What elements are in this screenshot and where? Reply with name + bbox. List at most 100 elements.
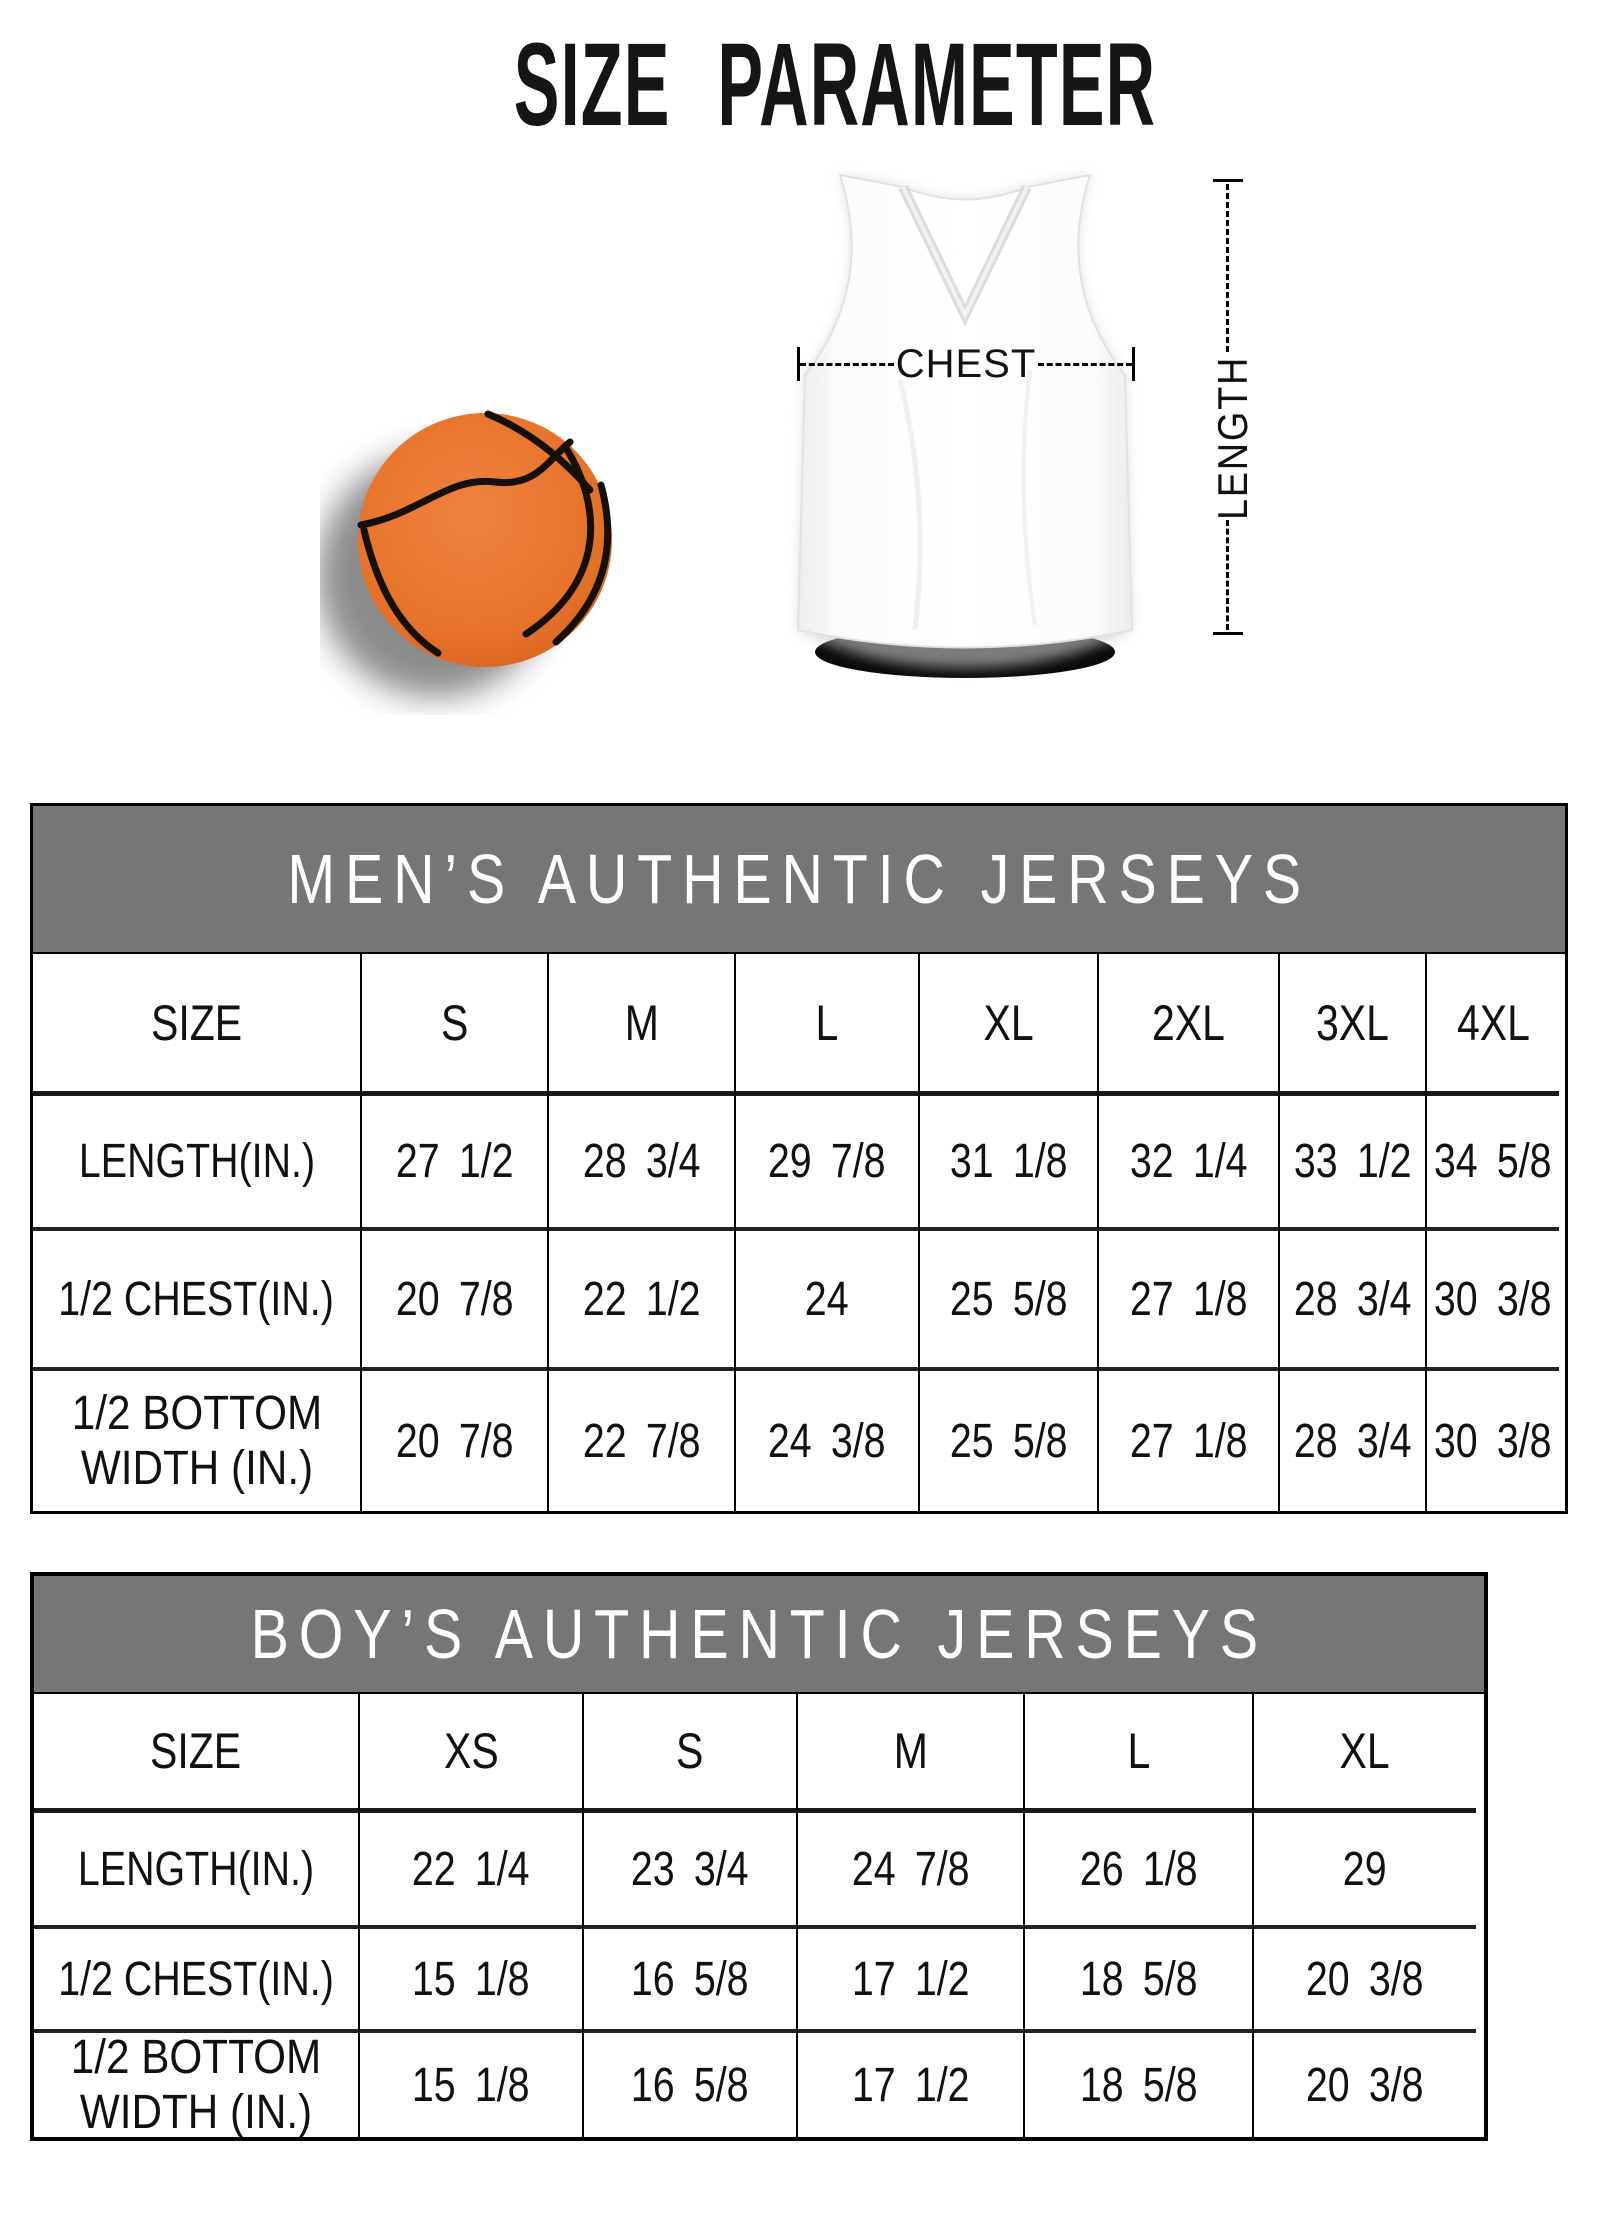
- cell-text: 27 1/8: [1129, 1414, 1248, 1468]
- cell-text: 27 1/8: [1129, 1272, 1248, 1326]
- boys-bottom-l: 18 5/8: [1025, 2033, 1254, 2137]
- chest-measure-line: CHEST: [797, 341, 1136, 386]
- cell-text: 18 5/8: [1079, 1952, 1198, 2006]
- cell-text: 31 1/8: [949, 1135, 1068, 1188]
- mens-col-header-3xl: 3XL: [1280, 954, 1427, 1096]
- cell-text: LENGTH(IN.): [77, 1842, 315, 1896]
- mens-chest-l: 24: [736, 1231, 920, 1371]
- cell-text: 27 1/2: [395, 1135, 514, 1188]
- cell-text: 29 7/8: [768, 1135, 886, 1188]
- mens-length-m: 28 3/4: [549, 1096, 736, 1231]
- cell-text: 20 3/8: [1306, 1952, 1424, 2006]
- cell-text: L: [1127, 1723, 1150, 1779]
- cell-text: 22 7/8: [582, 1414, 701, 1468]
- cell-text: 33 1/2: [1293, 1135, 1412, 1188]
- boys-table-title: BOY’S AUTHENTIC JERSEYS: [250, 1595, 1268, 1673]
- mens-table-grid: SIZE S M L XL 2XL 3XL 4XL LENGTH(IN.) 27…: [33, 954, 1565, 1511]
- boys-col-header-m: M: [798, 1694, 1025, 1813]
- boys-table-grid: SIZE XS S M L XL LENGTH(IN.) 22 1/4 23 3…: [34, 1694, 1484, 2137]
- mens-row-length-label: LENGTH(IN.): [33, 1096, 362, 1231]
- cell-text: 20 7/8: [395, 1272, 514, 1326]
- cell-text: L: [815, 994, 839, 1051]
- cell-text: 28 3/4: [1293, 1272, 1412, 1326]
- cell-text: 28 3/4: [582, 1135, 701, 1188]
- cell-text: 15 1/8: [412, 2058, 530, 2112]
- mens-col-header-l: L: [736, 954, 920, 1096]
- cell-text: 30 3/8: [1434, 1272, 1552, 1326]
- mens-length-s: 27 1/2: [362, 1096, 549, 1231]
- cell-text: 3XL: [1316, 994, 1389, 1051]
- mens-bottom-s: 20 7/8: [362, 1371, 549, 1511]
- mens-bottom-2xl: 27 1/8: [1099, 1371, 1280, 1511]
- mens-bottom-xl: 25 5/8: [920, 1371, 1099, 1511]
- boys-length-l: 26 1/8: [1025, 1813, 1254, 1929]
- cell-text: S: [440, 994, 469, 1051]
- boys-col-header-l: L: [1025, 1694, 1254, 1813]
- cell-text: 24 7/8: [851, 1842, 970, 1896]
- mens-col-header-xl: XL: [920, 954, 1099, 1096]
- cell-text: LENGTH(IN.): [78, 1135, 315, 1188]
- mens-length-xl: 31 1/8: [920, 1096, 1099, 1231]
- boys-bottom-xs: 15 1/8: [360, 2033, 584, 2137]
- boys-chest-xs: 15 1/8: [360, 1929, 584, 2033]
- boys-bottom-m: 17 1/2: [798, 2033, 1025, 2137]
- cell-text: 34 5/8: [1434, 1135, 1552, 1188]
- length-line-upper-dash: [1226, 184, 1229, 352]
- cell-text: 22 1/4: [412, 1842, 530, 1896]
- mens-bottom-3xl: 28 3/4: [1280, 1371, 1427, 1511]
- mens-chest-s: 20 7/8: [362, 1231, 549, 1371]
- mens-table-header-band: MEN’S AUTHENTIC JERSEYS: [33, 806, 1565, 954]
- cell-text: 32 1/4: [1129, 1135, 1248, 1188]
- boys-chest-s: 16 5/8: [584, 1929, 798, 2033]
- chest-line-right-tick: [1132, 347, 1136, 381]
- boys-chest-l: 18 5/8: [1025, 1929, 1254, 2033]
- cell-text: SIZE: [150, 994, 243, 1051]
- cell-text: 2XL: [1152, 994, 1225, 1051]
- mens-chest-4xl: 30 3/8: [1427, 1231, 1559, 1371]
- mens-chest-3xl: 28 3/4: [1280, 1231, 1427, 1371]
- length-line-bottom-cap: [1213, 632, 1243, 635]
- mens-bottom-4xl: 30 3/8: [1427, 1371, 1559, 1511]
- boys-bottom-s: 16 5/8: [584, 2033, 798, 2137]
- cell-text: 1/2 CHEST(IN.): [58, 1272, 335, 1326]
- length-line-top-cap: [1213, 179, 1243, 182]
- boys-table-header-band: BOY’S AUTHENTIC JERSEYS: [34, 1576, 1484, 1694]
- cell-text: 1/2 BOTTOM WIDTH (IN.): [70, 2033, 322, 2137]
- mens-col-header-2xl: 2XL: [1099, 954, 1280, 1096]
- chest-line-left-dash: [800, 363, 894, 366]
- boys-chest-m: 17 1/2: [798, 1929, 1025, 2033]
- boys-bottom-xl: 20 3/8: [1254, 2033, 1476, 2137]
- boys-col-header-s: S: [584, 1694, 798, 1813]
- mens-length-2xl: 32 1/4: [1099, 1096, 1280, 1231]
- cell-text: 4XL: [1456, 994, 1530, 1051]
- mens-table-title: MEN’S AUTHENTIC JERSEYS: [287, 840, 1311, 918]
- length-label: LENGTH: [1209, 355, 1256, 521]
- cell-text: 26 1/8: [1079, 1842, 1198, 1896]
- boys-row-bottom-label: 1/2 BOTTOM WIDTH (IN.): [34, 2033, 360, 2137]
- mens-length-l: 29 7/8: [736, 1096, 920, 1231]
- cell-text: 24: [805, 1272, 849, 1326]
- boys-col-header-xs: XS: [360, 1694, 584, 1813]
- cell-text: 20 7/8: [395, 1414, 514, 1468]
- cell-text: XS: [443, 1723, 499, 1779]
- mens-length-3xl: 33 1/2: [1280, 1096, 1427, 1231]
- cell-text: 25 5/8: [949, 1414, 1068, 1468]
- cell-text: 30 3/8: [1434, 1414, 1552, 1468]
- boys-chest-xl: 20 3/8: [1254, 1929, 1476, 2033]
- mens-row-bottom-label: 1/2 BOTTOM WIDTH (IN.): [33, 1371, 362, 1511]
- mens-bottom-m: 22 7/8: [549, 1371, 736, 1511]
- mens-chest-2xl: 27 1/8: [1099, 1231, 1280, 1371]
- cell-text: 17 1/2: [851, 1952, 970, 2006]
- length-line-lower-dash: [1226, 520, 1229, 630]
- cell-text: 16 5/8: [631, 1952, 749, 2006]
- boys-col-header-xl: XL: [1254, 1694, 1476, 1813]
- cell-text: 24 3/8: [768, 1414, 886, 1468]
- page-title: SIZE PARAMETER: [281, 26, 1389, 144]
- boys-length-xs: 22 1/4: [360, 1813, 584, 1929]
- chest-line-left-tick: [797, 347, 800, 381]
- chest-label: CHEST: [895, 341, 1037, 386]
- cell-text: 23 3/4: [631, 1842, 749, 1896]
- boys-row-chest-label: 1/2 CHEST(IN.): [34, 1929, 360, 2033]
- boys-length-xl: 29: [1254, 1813, 1476, 1929]
